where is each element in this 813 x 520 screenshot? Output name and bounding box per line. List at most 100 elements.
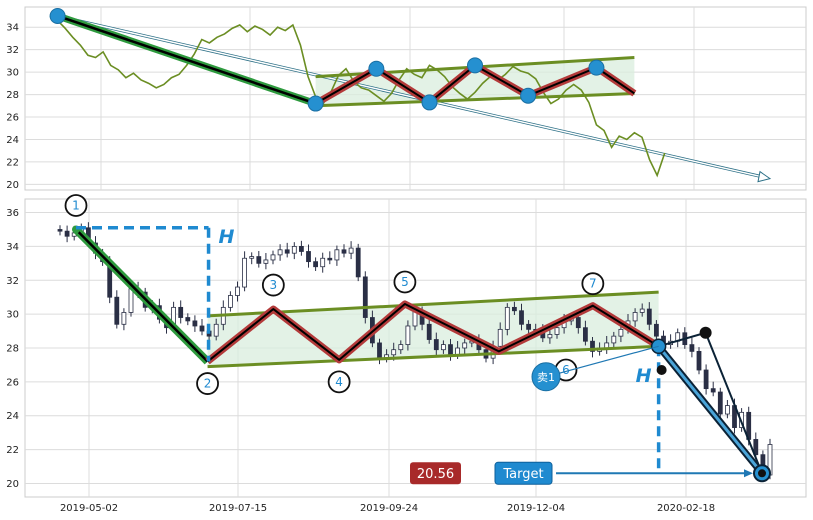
bottom-y-tick-label: 24: [6, 411, 19, 422]
bottom-y-tick-label: 36: [6, 208, 19, 219]
top-y-tick-label: 20: [6, 180, 19, 191]
x-tick-label: 2019-09-24: [360, 503, 418, 514]
candle-body: [356, 248, 360, 277]
bottom-y-tick-label: 20: [6, 479, 19, 490]
candle-body: [342, 250, 346, 253]
candle-body: [363, 277, 367, 318]
candle-body: [328, 258, 332, 260]
candle-body: [619, 329, 623, 336]
candle-body: [236, 287, 240, 295]
top-y-tick-label: 28: [6, 90, 19, 101]
candle-body: [704, 370, 708, 389]
candle-body: [555, 328, 559, 335]
top-vertex-marker: [369, 61, 384, 76]
target-value-label: 20.56: [417, 467, 454, 482]
candle-body: [576, 318, 580, 328]
bottom-y-tick-label: 28: [6, 344, 19, 355]
candle-body: [406, 326, 410, 345]
vertex-number-label: 1: [72, 198, 80, 212]
top-vertex-marker: [521, 88, 536, 103]
candle-body: [690, 345, 694, 352]
bottom-y-tick-label: 32: [6, 276, 19, 287]
candle-body: [583, 328, 587, 342]
top-y-tick-label: 22: [6, 157, 19, 168]
candle-body: [179, 307, 183, 317]
candle-body: [115, 297, 119, 324]
candle-body: [427, 324, 431, 339]
candle-body: [314, 262, 318, 267]
candle-body: [243, 258, 247, 287]
candle-body: [392, 350, 396, 355]
candle-body: [299, 246, 303, 251]
vertex-number-label: 4: [335, 375, 343, 389]
bottom-y-tick-label: 22: [6, 445, 19, 456]
candle-body: [321, 258, 325, 266]
top-vertex-marker: [308, 96, 323, 111]
x-tick-label: 2019-12-04: [507, 503, 565, 514]
top-y-tick-label: 34: [6, 23, 19, 34]
candle-body: [193, 321, 197, 326]
top-y-tick-label: 30: [6, 68, 19, 79]
vertex-number-label: 6: [562, 363, 570, 377]
top-panel: 20 22 24 26 28 30 32 34: [6, 7, 806, 191]
candle-body: [264, 260, 268, 263]
candle-body: [449, 345, 453, 355]
candle-body: [292, 246, 296, 253]
vertex-number-label: 2: [204, 377, 212, 391]
candle-body: [697, 351, 701, 370]
measure-h2-label: H: [636, 365, 652, 387]
top-y-tick-label: 32: [6, 45, 19, 56]
bottom-y-tick-label: 34: [6, 242, 19, 253]
candle-body: [463, 343, 467, 348]
candle-body: [250, 257, 254, 259]
measure-h-label: H: [219, 226, 235, 248]
candle-body: [186, 318, 190, 321]
candle-body: [548, 334, 552, 337]
top-y-tick-label: 26: [6, 113, 19, 124]
vertex-number-label: 5: [401, 275, 409, 289]
candle-body: [527, 324, 531, 329]
top-y-tick-label: 24: [6, 135, 19, 146]
bottom-y-tick-label: 26: [6, 377, 19, 388]
candle-body: [257, 257, 261, 264]
candle-body: [129, 289, 133, 313]
candle-body: [633, 312, 637, 320]
candle-body: [335, 250, 339, 260]
projection-peak-dot: [700, 327, 712, 339]
candle-body: [58, 229, 62, 231]
candle-body: [378, 343, 382, 358]
candle-body: [512, 307, 516, 310]
sell-marker-label: 卖1: [537, 371, 555, 384]
candle-body: [718, 392, 722, 414]
candle-body: [520, 311, 524, 325]
candle-body: [434, 340, 438, 350]
x-tick-label: 2019-05-02: [60, 503, 118, 514]
candle-body: [725, 406, 729, 414]
top-vertex-marker: [589, 60, 604, 75]
top-vertex-marker: [50, 8, 65, 23]
candle-body: [647, 309, 651, 324]
vertex-number-label: 3: [270, 278, 278, 292]
candle-body: [505, 307, 509, 329]
candle-body: [456, 348, 460, 355]
candle-body: [349, 248, 353, 253]
candle-body: [285, 250, 289, 253]
x-tick-label: 2020-02-18: [657, 503, 715, 514]
candle-body: [612, 336, 616, 343]
candle-body: [441, 345, 445, 350]
candle-body: [307, 251, 311, 261]
target-marker-core: [758, 469, 766, 477]
candle-body: [271, 255, 275, 260]
candle-body: [278, 250, 282, 255]
top-vertex-marker: [468, 58, 483, 73]
candle-body: [122, 312, 126, 324]
candle-body: [65, 231, 69, 236]
target-label: Target: [502, 467, 543, 482]
vertex-number-label: 7: [589, 277, 597, 291]
candle-body: [498, 329, 502, 346]
candle-body: [214, 324, 218, 336]
candle-body: [711, 389, 715, 392]
projection-dip-dot: [657, 365, 667, 375]
candle-body: [200, 326, 204, 331]
